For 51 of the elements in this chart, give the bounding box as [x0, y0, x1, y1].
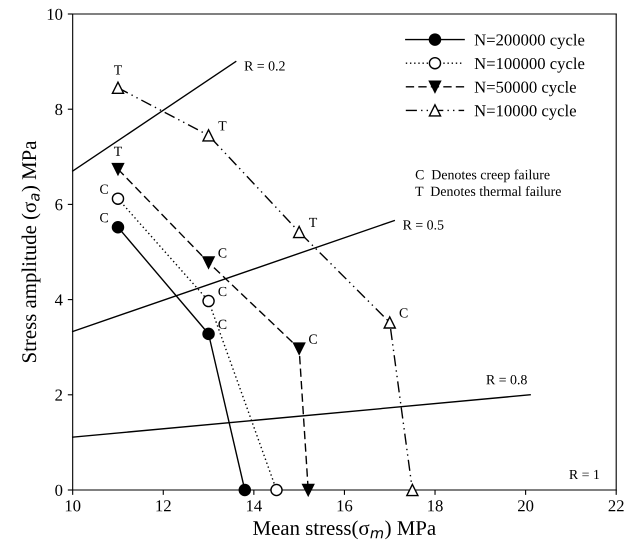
x-tick-label: 14 [246, 500, 262, 512]
annotation: C [218, 286, 226, 296]
point [112, 162, 124, 176]
legend-label: N=100000 cycle [474, 57, 584, 73]
y-tick-label: 8 [55, 104, 62, 116]
annotation: C Denotes creep failure [416, 169, 550, 182]
point [202, 328, 215, 340]
series-label: R = 0.8 [486, 375, 527, 384]
point [292, 226, 306, 238]
x-tick-label: 12 [156, 500, 171, 512]
point [292, 342, 306, 355]
point [238, 484, 252, 496]
x-tick-label: 22 [608, 500, 624, 512]
legend-label: N=10000 cycle [474, 104, 576, 120]
y-axis-title: Stress amplitude (σ$_{a}$) MPa [22, 140, 40, 362]
y-tick-label: 6 [55, 199, 62, 210]
point [302, 484, 314, 496]
y-tick-label: 10 [48, 8, 62, 20]
y-tick-label: 4 [54, 294, 63, 306]
series-label: R = 0.5 [402, 220, 444, 230]
point [112, 82, 124, 94]
annotation: T [309, 218, 318, 228]
annotation: C [100, 213, 108, 222]
annotation: T [114, 146, 122, 156]
annotation: C [308, 334, 317, 344]
x-tick-label: 16 [338, 500, 352, 512]
annotation: R = 1 [569, 470, 600, 480]
point [406, 484, 419, 496]
x-axis-title: Mean stress(σ$_{m}$) MPa [253, 520, 436, 540]
y-tick-label: 0 [55, 484, 62, 496]
annotation: T Denotes thermal failure [415, 186, 561, 196]
point [112, 221, 124, 234]
x-tick-label: 10 [66, 500, 80, 512]
legend-label: N=50000 cycle [474, 81, 576, 96]
y-tick-label: 2 [55, 390, 62, 401]
point [202, 294, 215, 308]
point [202, 256, 215, 269]
point [270, 484, 283, 496]
x-tick-label: 18 [428, 500, 443, 512]
annotation: C [218, 248, 226, 258]
annotation: C [100, 184, 108, 194]
legend-label: N=200000 cycle [474, 34, 584, 50]
point [202, 129, 215, 142]
annotation: C [400, 308, 408, 318]
annotation: T [114, 65, 122, 74]
point [383, 316, 396, 329]
annotation: T [218, 121, 226, 130]
annotation: C [218, 320, 226, 330]
series-label: R = 0.2 [244, 61, 285, 71]
x-tick-label: 20 [518, 500, 534, 512]
point [112, 192, 124, 205]
